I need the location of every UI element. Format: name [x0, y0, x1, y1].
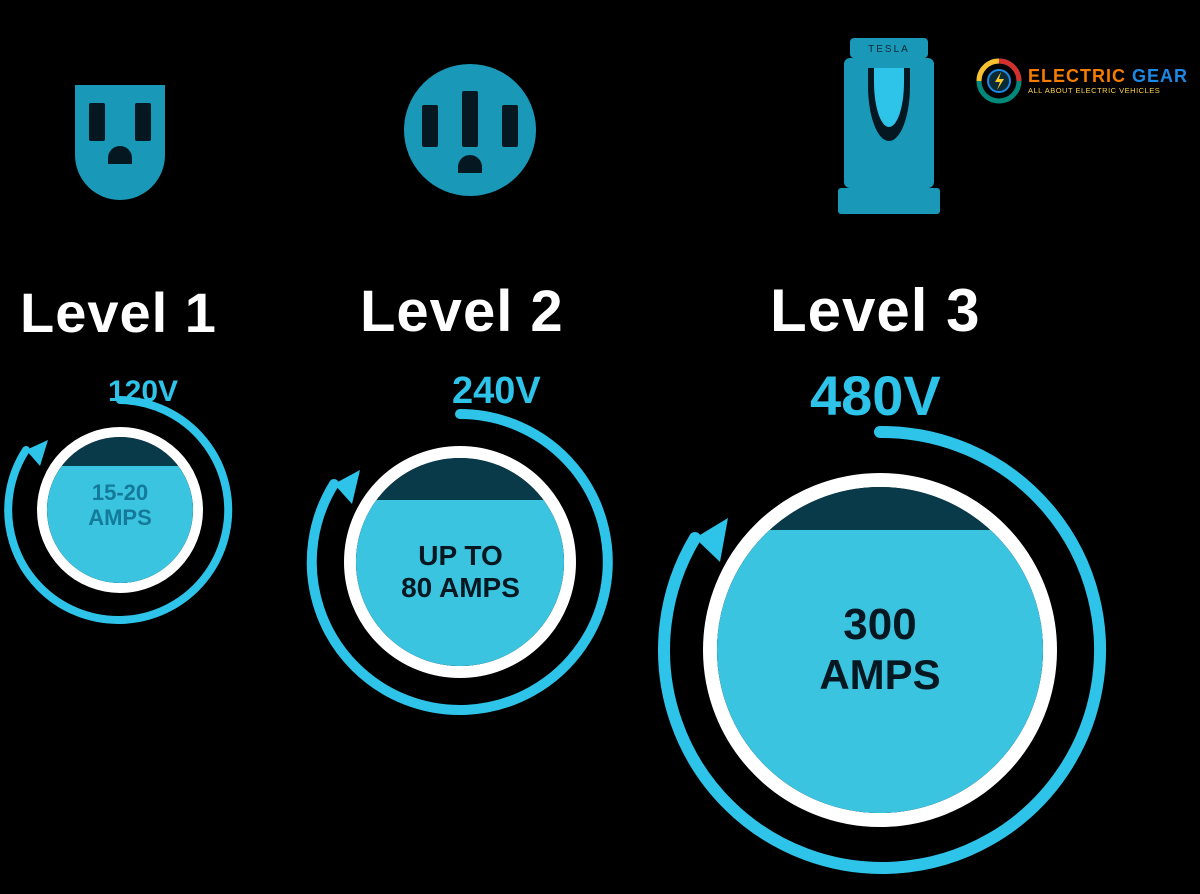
svg-text:TESLA: TESLA	[868, 44, 910, 55]
brand-logo-icon	[976, 58, 1022, 104]
level3-title: Level 3	[770, 276, 980, 345]
level1-title: Level 1	[20, 280, 217, 345]
level1-amps: 15-20 AMPS	[70, 480, 170, 531]
brand-logo-text: ELECTRIC GEAR	[1028, 67, 1188, 85]
brand-logo: ELECTRIC GEAR ALL ABOUT ELECTRIC VEHICLE…	[976, 58, 1188, 104]
level3-amps: 300 AMPS	[780, 600, 980, 699]
level2-outlet-icon	[400, 55, 540, 205]
infographic-stage: Level 1 120V 15-20 AMPS Level 2 240V U	[0, 0, 1200, 894]
brand-logo-subtext: ALL ABOUT ELECTRIC VEHICLES	[1028, 87, 1188, 95]
level3-supercharger-icon: TESLA	[834, 30, 944, 220]
level2-title: Level 2	[360, 278, 564, 345]
level1-outlet-icon	[65, 70, 175, 200]
level2-amps: UP TO 80 AMPS	[388, 540, 533, 604]
